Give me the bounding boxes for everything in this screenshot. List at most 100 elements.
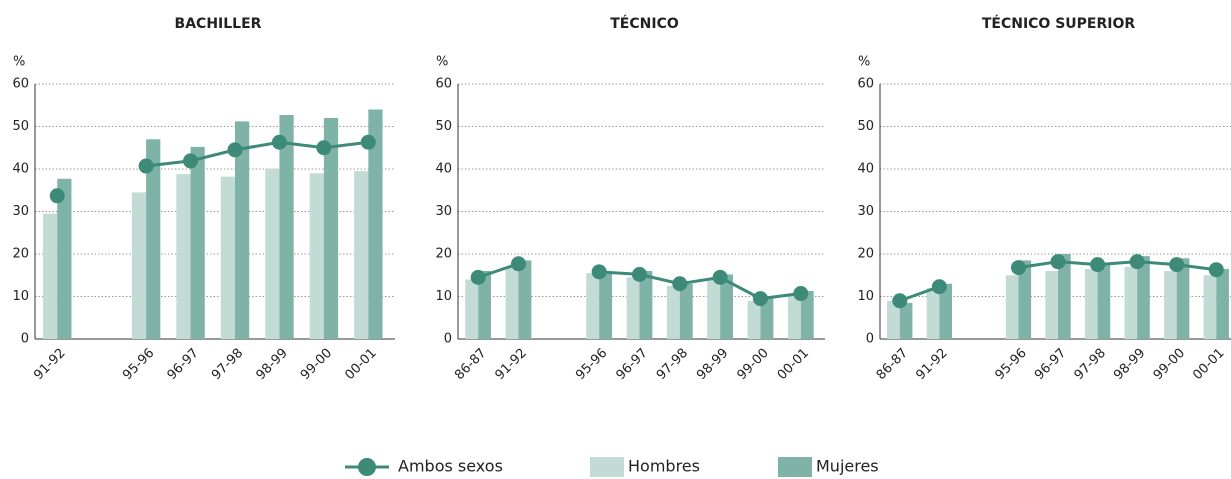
- point: [227, 142, 243, 158]
- x-tick-label: 00-01: [1190, 346, 1227, 383]
- bar: [505, 266, 519, 339]
- bar: [478, 271, 492, 339]
- bar: [599, 273, 613, 339]
- x-tick-label: 96-97: [1032, 346, 1069, 383]
- point: [271, 134, 287, 150]
- point: [1010, 260, 1026, 276]
- bar: [787, 294, 801, 339]
- y-tick-label: 50: [12, 119, 29, 134]
- x-tick-label: 95-96: [992, 346, 1029, 383]
- point: [591, 264, 607, 280]
- point: [752, 291, 768, 307]
- x-tick-group: 86-87: [874, 346, 911, 383]
- y-tick-label: 10: [435, 289, 452, 304]
- bar: [926, 288, 940, 339]
- y-tick-label: 20: [857, 247, 874, 262]
- x-tick-label: 00-01: [775, 346, 812, 383]
- x-tick-label: 91-92: [913, 346, 950, 383]
- bar: [639, 271, 653, 339]
- point: [316, 140, 332, 156]
- x-tick-label: 98-99: [1111, 346, 1148, 383]
- bar: [626, 277, 640, 339]
- bar: [235, 121, 250, 340]
- bar: [309, 173, 324, 339]
- x-tick-group: 97-98: [654, 346, 691, 383]
- bar: [1045, 271, 1059, 339]
- x-tick-group: 00-01: [342, 346, 379, 383]
- x-tick-label: 96-97: [613, 346, 650, 383]
- x-tick-group: 86-87: [452, 346, 489, 383]
- point: [793, 286, 809, 302]
- bar: [760, 296, 774, 339]
- x-tick-group: 95-96: [992, 346, 1029, 383]
- bar: [800, 290, 814, 339]
- x-tick-group: 97-98: [1072, 346, 1109, 383]
- legend-label: Hombres: [628, 457, 700, 476]
- bar: [354, 171, 369, 339]
- y-axis-label: %: [436, 55, 448, 70]
- legend-label: Mujeres: [816, 457, 879, 476]
- x-tick-group: 91-92: [492, 346, 529, 383]
- y-tick-label: 40: [435, 162, 452, 177]
- x-tick-label: 91-92: [31, 346, 68, 383]
- bar: [1058, 254, 1071, 339]
- x-tick-group: 99-00: [298, 346, 335, 383]
- bar: [518, 260, 532, 339]
- y-tick-label: 30: [12, 204, 29, 219]
- y-tick-label: 20: [435, 247, 452, 262]
- x-tick-group: 96-97: [1032, 346, 1069, 383]
- chart-title: TÉCNICO: [610, 15, 679, 32]
- bar: [720, 274, 734, 339]
- point: [1208, 262, 1224, 278]
- y-tick-label: 10: [12, 289, 29, 304]
- bar: [43, 213, 58, 339]
- bar: [1097, 262, 1111, 339]
- x-tick-group: 96-97: [613, 346, 650, 383]
- x-tick-group: 97-98: [209, 346, 246, 383]
- y-tick-label: 0: [444, 332, 452, 347]
- bar: [679, 283, 693, 339]
- point: [49, 188, 65, 204]
- x-tick-label: 97-98: [654, 346, 691, 383]
- bar: [265, 169, 280, 339]
- x-tick-label: 86-87: [874, 346, 911, 383]
- x-tick-group: 98-99: [1111, 346, 1148, 383]
- y-tick-label: 10: [857, 289, 874, 304]
- x-tick-label: 97-98: [209, 346, 246, 383]
- bar: [939, 283, 952, 339]
- bar: [666, 285, 680, 339]
- bar: [1176, 258, 1190, 339]
- point: [931, 279, 947, 295]
- bar: [1005, 275, 1019, 339]
- bar: [1084, 268, 1098, 339]
- x-tick-label: 99-00: [1151, 346, 1188, 383]
- x-tick-label: 97-98: [1072, 346, 1109, 383]
- bar: [707, 279, 721, 339]
- x-tick-label: 95-96: [573, 346, 610, 383]
- legend-swatch: [778, 457, 812, 477]
- x-tick-group: 95-96: [120, 346, 157, 383]
- x-tick-group: 98-99: [253, 346, 290, 383]
- x-tick-label: 99-00: [734, 346, 771, 383]
- x-tick-group: 00-01: [775, 346, 812, 383]
- bar: [465, 279, 479, 339]
- point: [631, 266, 647, 282]
- x-tick-group: 00-01: [1190, 346, 1227, 383]
- bar: [899, 302, 913, 339]
- x-tick-group: 95-96: [573, 346, 610, 383]
- chart-title: TÉCNICO SUPERIOR: [982, 15, 1136, 32]
- x-tick-group: 91-92: [913, 346, 950, 383]
- point: [1129, 254, 1145, 270]
- bar: [131, 192, 147, 339]
- y-tick-label: 60: [435, 77, 452, 92]
- bar: [323, 118, 339, 339]
- bar: [279, 115, 294, 340]
- x-tick-label: 99-00: [298, 346, 335, 383]
- x-tick-label: 96-97: [165, 346, 202, 383]
- y-tick-label: 0: [866, 332, 874, 347]
- bar: [887, 300, 900, 339]
- point: [1050, 254, 1066, 270]
- y-tick-label: 30: [435, 204, 452, 219]
- y-tick-label: 50: [857, 119, 874, 134]
